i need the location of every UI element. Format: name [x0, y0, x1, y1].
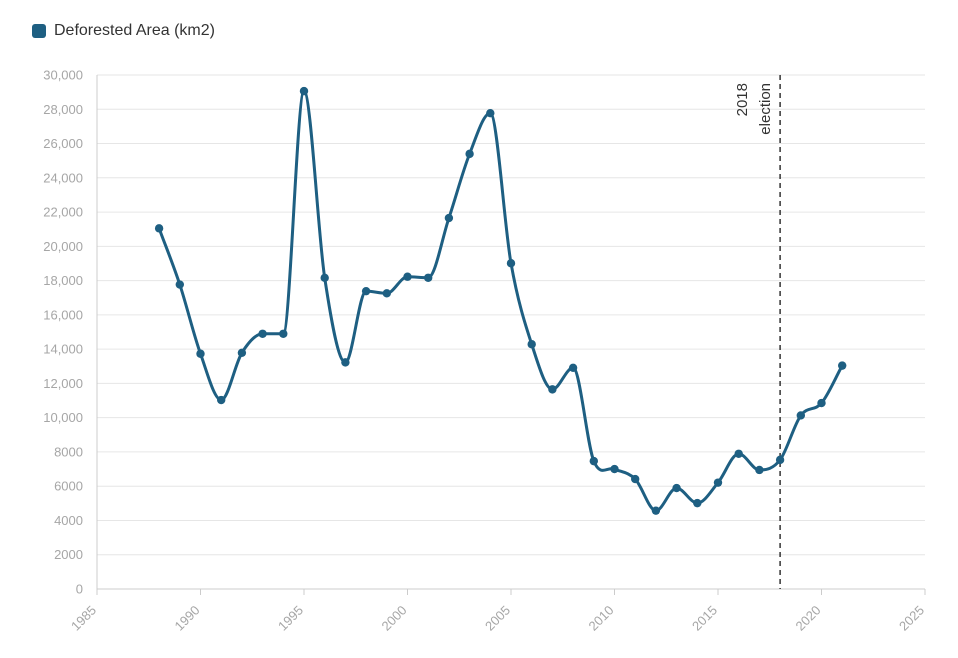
data-point[interactable] [403, 272, 412, 281]
data-point[interactable] [651, 506, 661, 515]
data-point[interactable] [279, 329, 288, 338]
x-tick-label: 2025 [896, 603, 927, 634]
data-point[interactable] [217, 395, 226, 405]
data-point[interactable] [734, 449, 743, 458]
data-point[interactable] [258, 329, 267, 338]
data-point[interactable] [589, 456, 598, 466]
data-point[interactable] [299, 86, 309, 96]
data-point[interactable] [361, 286, 371, 296]
y-tick-label: 20,000 [43, 239, 83, 254]
data-point[interactable] [444, 213, 454, 223]
data-point[interactable] [237, 348, 247, 357]
y-axis-ticks: 0 2000 4000 6000 8000 10,000 12,000 14,000 16,00… [43, 68, 83, 597]
x-tick-label: 1985 [68, 603, 99, 634]
annotation-label-year: 2018 [734, 83, 751, 116]
x-tick-label: 2020 [793, 603, 824, 634]
data-point[interactable] [320, 273, 329, 283]
x-tick-label: 2005 [482, 603, 513, 634]
data-point[interactable] [486, 108, 495, 118]
annotation-group: 2018 election [734, 75, 781, 589]
x-tick-label: 1990 [172, 603, 203, 634]
data-point[interactable] [506, 259, 516, 268]
y-tick-label: 16,000 [43, 307, 83, 322]
y-tick-label: 22,000 [43, 205, 83, 220]
data-point[interactable] [465, 149, 474, 159]
data-point[interactable] [196, 349, 205, 358]
y-tick-label: 6000 [54, 479, 83, 494]
x-axis-ticks: 1985 1990 1995 2000 2005 2010 2015 2020 2025 [68, 589, 927, 634]
data-point[interactable] [382, 289, 391, 298]
legend-label: Deforested Area (km2) [54, 22, 215, 39]
data-point[interactable] [175, 280, 184, 289]
data-point[interactable] [424, 273, 433, 282]
y-tick-label: 28,000 [43, 102, 83, 117]
grid-lines [96, 74, 925, 590]
data-point[interactable] [527, 340, 536, 349]
x-tick-label: 1995 [275, 603, 306, 634]
series-group [154, 86, 847, 515]
data-point[interactable] [672, 483, 681, 493]
data-point[interactable] [775, 455, 785, 465]
chart-legend[interactable]: Deforested Area (km2) [32, 22, 215, 40]
data-point[interactable] [610, 464, 619, 474]
data-point[interactable] [568, 363, 578, 372]
y-tick-label: 26,000 [43, 136, 83, 151]
data-point[interactable] [755, 465, 764, 475]
y-tick-label: 0 [76, 582, 83, 597]
y-tick-label: 4000 [54, 513, 83, 528]
data-point[interactable] [713, 478, 723, 487]
y-tick-label: 30,000 [43, 68, 83, 83]
x-tick-label: 2015 [689, 603, 720, 634]
annotation-label-text: election [757, 83, 774, 135]
y-tick-label: 8000 [54, 444, 83, 459]
data-point[interactable] [693, 498, 702, 508]
data-point[interactable] [817, 398, 826, 408]
y-tick-label: 24,000 [43, 170, 83, 185]
x-tick-label: 2000 [379, 603, 410, 634]
y-tick-label: 18,000 [43, 273, 83, 288]
data-point[interactable] [796, 411, 805, 420]
data-point[interactable] [341, 358, 350, 367]
y-tick-label: 2000 [54, 547, 83, 562]
data-point[interactable] [631, 474, 640, 484]
y-tick-label: 12,000 [43, 376, 83, 391]
y-tick-label: 10,000 [43, 410, 83, 425]
x-tick-label: 2010 [586, 603, 617, 634]
legend-swatch [32, 24, 46, 38]
series-line [157, 89, 844, 513]
y-tick-label: 14,000 [43, 342, 83, 357]
data-point[interactable] [838, 361, 847, 370]
data-point[interactable] [548, 385, 557, 394]
data-point[interactable] [154, 224, 164, 233]
